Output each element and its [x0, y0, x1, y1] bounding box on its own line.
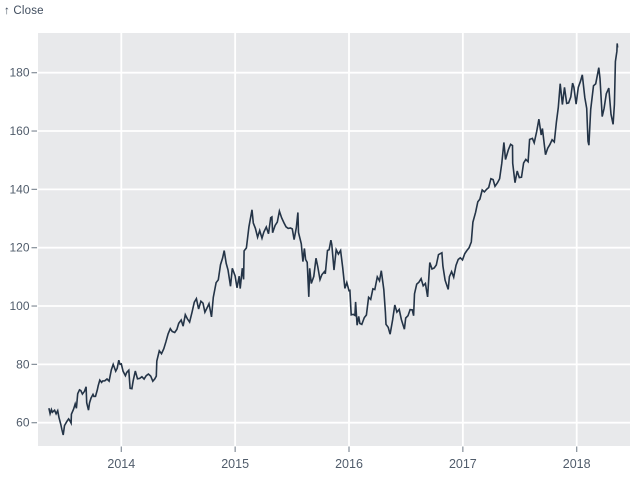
y-tick-label: 180	[9, 66, 29, 80]
x-axis-ticks	[120, 446, 578, 452]
y-tick-label: 120	[9, 241, 29, 255]
x-tick-label: 2014	[107, 457, 135, 471]
y-tick-label: 140	[9, 182, 29, 196]
y-axis-tick-labels: 60 80 100 120 140 160 180	[9, 66, 29, 430]
plot-area	[38, 33, 630, 446]
x-tick-label: 2016	[335, 457, 363, 471]
y-tick-label: 100	[9, 299, 29, 313]
y-tick-label: 160	[9, 124, 29, 138]
x-tick-label: 2017	[449, 457, 477, 471]
y-tick-label: 60	[16, 416, 30, 430]
x-tick-label: 2015	[221, 457, 249, 471]
close-price-line	[48, 43, 619, 436]
x-axis-tick-labels: 2014 2015 2016 2017 2018	[107, 457, 590, 471]
x-tick-label: 2018	[563, 457, 591, 471]
y-axis-title: ↑ Close	[4, 5, 44, 17]
horizontal-gridlines	[38, 71, 630, 424]
y-tick-label: 80	[16, 357, 30, 371]
y-axis-ticks	[31, 72, 37, 424]
